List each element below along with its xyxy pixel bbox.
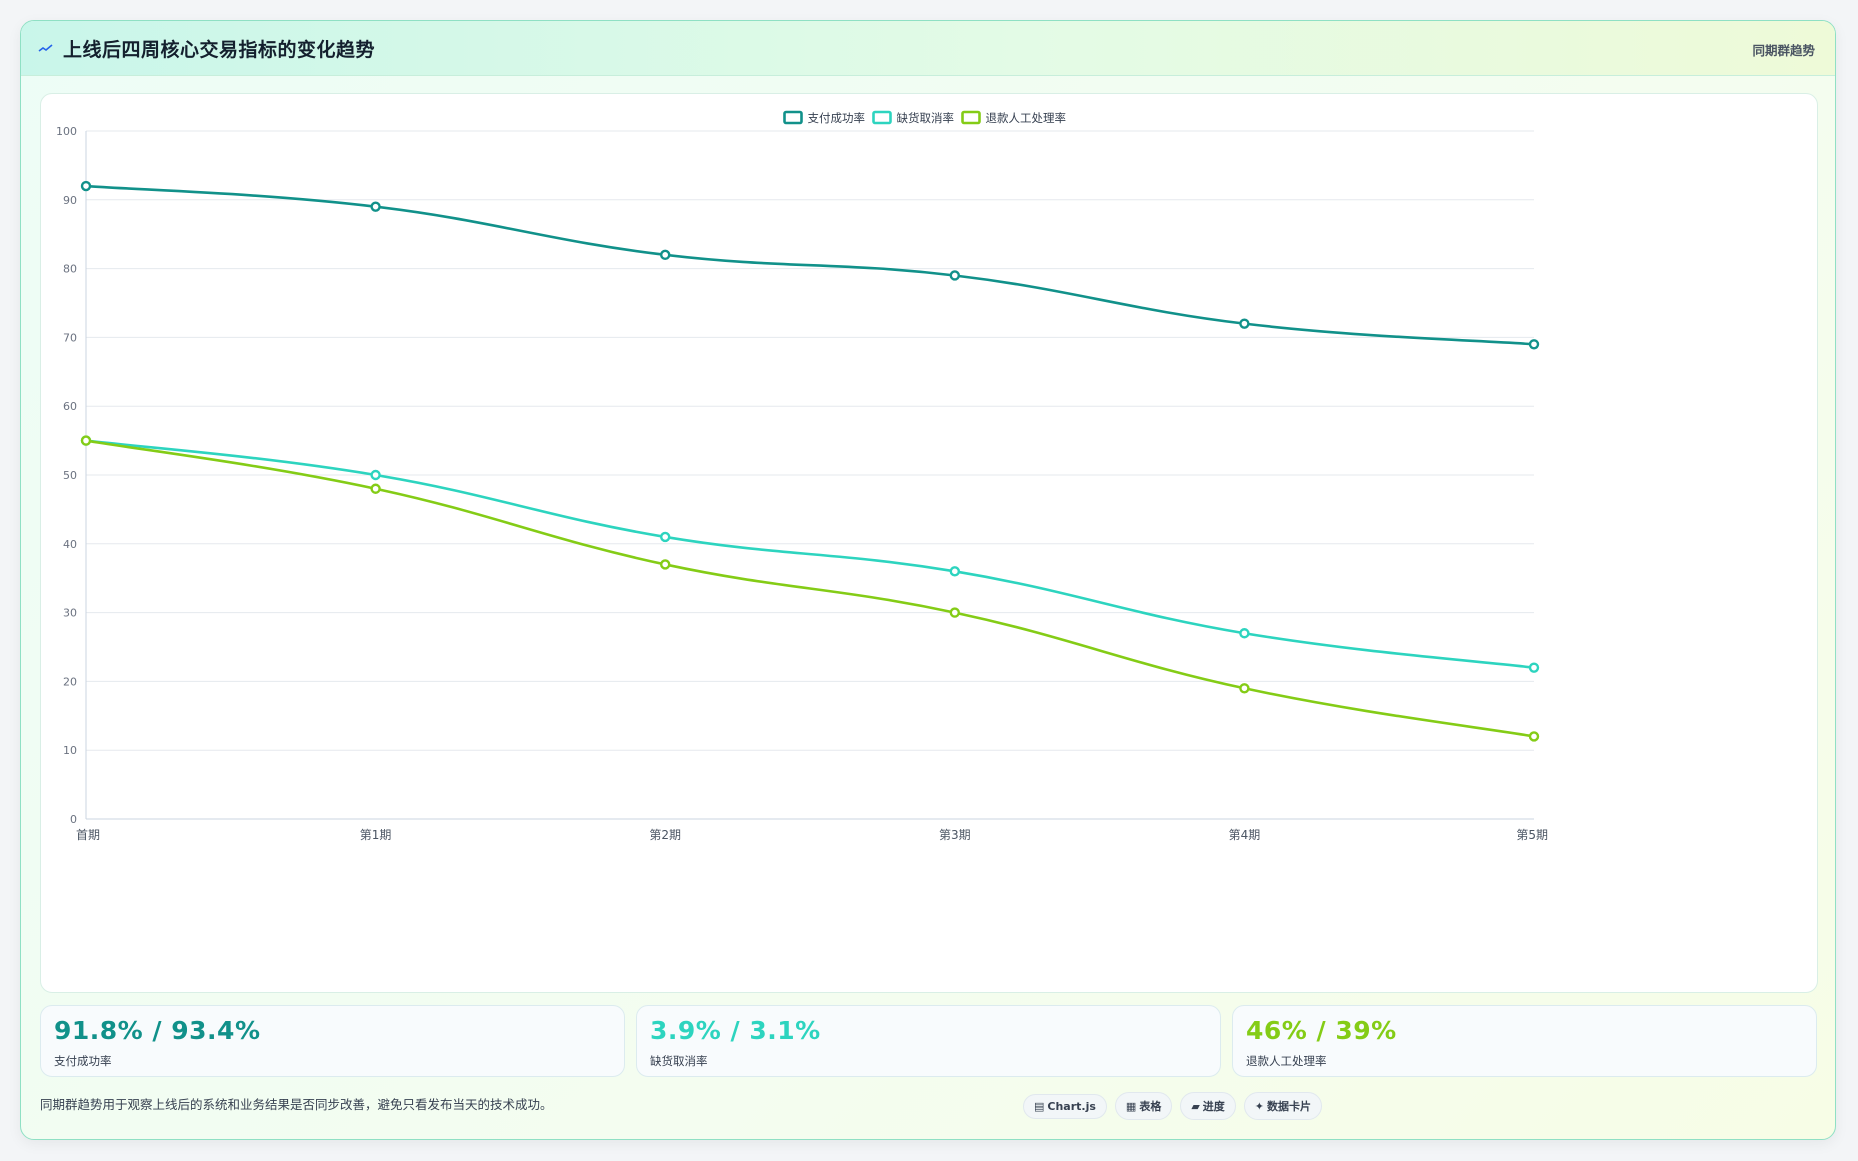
data-point [949,270,960,281]
pill-label: Chart.js [1047,1100,1096,1113]
x-tick-label: 第1期 [360,828,392,842]
pill-label: 进度 [1202,1100,1225,1113]
data-point [80,435,92,446]
cohort-trend-tag: 同期群趋势 [1752,43,1815,58]
y-tick-label: 10 [63,744,77,757]
data-point [370,469,381,481]
x-tick-label: 第4期 [1229,828,1261,842]
pill-label: 表格 [1139,1100,1162,1113]
legend-label: 退款人工处理率 [986,111,1067,125]
line-chart: 0 10 20 30 40 50 60 70 80 90 100 首期 第1期 第2期 第3期 第4期 第5期 支… [56,110,1548,842]
kpi-value: 3.9% / 3.1% [650,1016,821,1045]
x-tick-label: 第2期 [649,828,681,842]
kpi-card: 3.9% / 3.1% 缺货取消率 [636,1005,1221,1077]
data-point [80,180,92,192]
table-icon: ▦ [1125,1100,1137,1113]
kpi-card: 91.8% / 93.4% 支付成功率 [40,1005,625,1077]
kpi-label: 缺货取消率 [650,1054,708,1068]
panel-header: 上线后四周核心交易指标的变化趋势 同期群趋势 [21,21,1835,76]
data-point [370,483,381,494]
y-tick-label: 60 [63,400,77,413]
kpi-value: 46% / 39% [1246,1016,1397,1045]
legend-swatch [961,110,981,125]
data-point [949,607,960,618]
data-point [1239,628,1250,639]
y-tick-label: 100 [56,125,77,138]
y-tick-label: 90 [63,194,77,207]
y-tick-label: 20 [63,675,77,688]
data-point [1239,318,1250,329]
chart-icon: ▤ [1034,1100,1045,1113]
data-point [949,566,960,577]
data-point [370,201,381,212]
kpi-label: 退款人工处理率 [1246,1054,1327,1068]
y-tick-label: 30 [63,607,77,620]
feature-pills: ▤ Chart.js ▦ 表格 ▰ 进度 ✦ 数据卡片 [1023,1092,1330,1120]
footnote: 同期群趋势用于观察上线后的系统和业务结果是否同步改善，避免只看发布当天的技术成功… [40,1097,553,1112]
x-tick-label: 第5期 [1516,828,1548,842]
data-point [660,559,671,570]
y-tick-label: 70 [63,331,77,344]
data-point [1528,731,1540,742]
series-line [85,439,1535,738]
x-tick-label: 首期 [76,828,100,842]
pill-data-card[interactable]: ✦ 数据卡片 [1243,1092,1323,1120]
pill-table[interactable]: ▦ 表格 [1114,1092,1173,1120]
trend-panel: 上线后四周核心交易指标的变化趋势 同期群趋势 0 10 20 30 40 50 60 70 80… [20,20,1836,1140]
pill-label: 数据卡片 [1267,1100,1312,1113]
chart-container: 0 10 20 30 40 50 60 70 80 90 100 首期 第1期 第2期 第3期 第4期 第5期 支… [40,93,1818,993]
pill-chartjs[interactable]: ▤ Chart.js [1023,1094,1107,1119]
data-point [660,531,671,543]
pill-progress[interactable]: ▰ 进度 [1180,1092,1236,1120]
y-tick-label: 0 [70,813,77,826]
kpi-row: 91.8% / 93.4% 支付成功率 3.9% / 3.1% 缺货取消率 46… [40,1005,1818,1079]
kpi-card: 46% / 39% 退款人工处理率 [1232,1005,1817,1077]
legend-swatch [783,110,803,125]
y-tick-label: 80 [63,263,77,276]
sparkle-icon: ✦ [1254,1100,1265,1113]
y-tick-label: 40 [63,538,77,551]
y-tick-label: 50 [63,469,77,482]
data-point [1239,683,1250,694]
data-point [660,249,671,261]
kpi-label: 支付成功率 [54,1054,112,1068]
trend-line-icon [38,44,53,52]
legend-swatch [872,110,892,125]
legend-label: 支付成功率 [808,111,866,125]
page-title: 上线后四周核心交易指标的变化趋势 [63,39,376,61]
series-line [85,184,1535,346]
series-line [85,439,1535,669]
x-tick-label: 第3期 [939,828,971,842]
data-point [1528,339,1540,350]
legend-label: 缺货取消率 [897,111,955,125]
data-point [1528,662,1540,673]
progress-icon: ▰ [1191,1100,1200,1113]
kpi-value: 91.8% / 93.4% [54,1016,261,1045]
